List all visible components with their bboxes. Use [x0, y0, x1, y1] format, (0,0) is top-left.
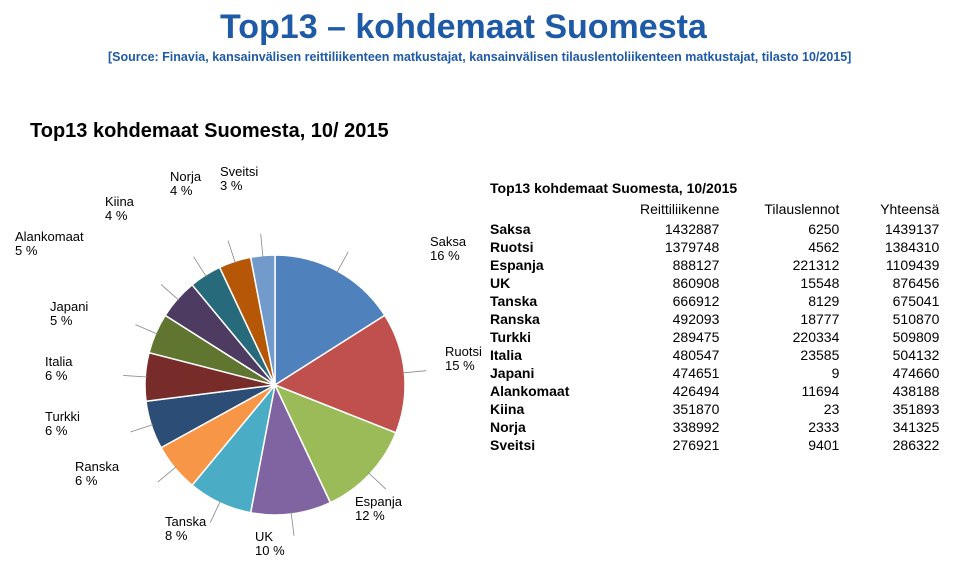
- row-value: 1432887: [599, 220, 719, 238]
- row-value: 666912: [599, 292, 719, 310]
- row-value: 474660: [839, 364, 939, 382]
- row-value: 220334: [719, 328, 839, 346]
- row-label: Alankomaat: [490, 382, 599, 400]
- table-header: Tilauslennot: [719, 200, 839, 220]
- row-value: 1439137: [839, 220, 939, 238]
- table-row: Kiina35187023351893: [490, 400, 939, 418]
- row-value: 1384310: [839, 238, 939, 256]
- table-header: Yhteensä: [839, 200, 939, 220]
- table-row: Turkki289475220334509809: [490, 328, 939, 346]
- pie-label-tanska: Tanska8 %: [165, 515, 206, 544]
- pie-label-sveitsi: Sveitsi3 %: [220, 165, 258, 194]
- chart-title: Top13 kohdemaat Suomesta, 10/ 2015: [30, 120, 389, 143]
- row-label: UK: [490, 274, 599, 292]
- table-title: Top13 kohdemaat Suomesta, 10/2015: [490, 180, 737, 196]
- table-row: Sveitsi2769219401286322: [490, 436, 939, 454]
- pie-label-espanja: Espanja12 %: [355, 495, 402, 524]
- row-value: 9401: [719, 436, 839, 454]
- row-value: 426494: [599, 382, 719, 400]
- row-value: 18777: [719, 310, 839, 328]
- row-label: Japani: [490, 364, 599, 382]
- page-title: Top13 – kohdemaat Suomesta: [220, 8, 707, 47]
- row-value: 341325: [839, 418, 939, 436]
- pie-label-ruotsi: Ruotsi15 %: [445, 345, 482, 374]
- row-value: 351893: [839, 400, 939, 418]
- row-value: 276921: [599, 436, 719, 454]
- pie-label-japani: Japani5 %: [50, 300, 88, 329]
- pie-label-uk: UK10 %: [255, 530, 285, 559]
- row-value: 351870: [599, 400, 719, 418]
- row-value: 492093: [599, 310, 719, 328]
- flower-icon: ✱: [12, 27, 35, 60]
- pie-chart: Saksa16 %Ruotsi15 %Espanja12 %UK10 %Tans…: [145, 255, 405, 515]
- row-value: 474651: [599, 364, 719, 382]
- pie-label-alankomaat: Alankomaat5 %: [15, 230, 84, 259]
- page-subtitle: [Source: Finavia, kansainvälisen reittil…: [108, 50, 851, 64]
- row-label: Norja: [490, 418, 599, 436]
- pie-label-italia: Italia6 %: [45, 355, 72, 384]
- row-label: Kiina: [490, 400, 599, 418]
- row-value: 438188: [839, 382, 939, 400]
- table-row: Italia48054723585504132: [490, 346, 939, 364]
- row-value: 509809: [839, 328, 939, 346]
- row-value: 286322: [839, 436, 939, 454]
- table-row: Norja3389922333341325: [490, 418, 939, 436]
- table-row: Alankomaat42649411694438188: [490, 382, 939, 400]
- row-value: 504132: [839, 346, 939, 364]
- row-value: 23: [719, 400, 839, 418]
- row-value: 888127: [599, 256, 719, 274]
- table-row: Tanska6669128129675041: [490, 292, 939, 310]
- table-row: Ruotsi137974845621384310: [490, 238, 939, 256]
- row-value: 2333: [719, 418, 839, 436]
- table-header: Reittiliikenne: [599, 200, 719, 220]
- pie-label-norja: Norja4 %: [170, 170, 201, 199]
- row-value: 23585: [719, 346, 839, 364]
- table-row: Saksa143288762501439137: [490, 220, 939, 238]
- table-row: Espanja8881272213121109439: [490, 256, 939, 274]
- row-value: 8129: [719, 292, 839, 310]
- row-value: 6250: [719, 220, 839, 238]
- table-row: Japani4746519474660: [490, 364, 939, 382]
- row-value: 289475: [599, 328, 719, 346]
- row-label: Saksa: [490, 220, 599, 238]
- table-row: UK86090815548876456: [490, 274, 939, 292]
- row-label: Italia: [490, 346, 599, 364]
- row-value: 1379748: [599, 238, 719, 256]
- row-label: Ranska: [490, 310, 599, 328]
- pie-label-kiina: Kiina4 %: [105, 195, 134, 224]
- row-label: Espanja: [490, 256, 599, 274]
- row-value: 510870: [839, 310, 939, 328]
- row-value: 675041: [839, 292, 939, 310]
- pie-label-turkki: Turkki6 %: [45, 410, 80, 439]
- row-value: 1109439: [839, 256, 939, 274]
- data-table: ReittiliikenneTilauslennotYhteensä Saksa…: [490, 200, 939, 454]
- row-value: 338992: [599, 418, 719, 436]
- row-value: 221312: [719, 256, 839, 274]
- row-value: 15548: [719, 274, 839, 292]
- row-label: Sveitsi: [490, 436, 599, 454]
- row-value: 480547: [599, 346, 719, 364]
- row-value: 4562: [719, 238, 839, 256]
- row-value: 860908: [599, 274, 719, 292]
- pie-label-ranska: Ranska6 %: [75, 460, 119, 489]
- row-label: Ruotsi: [490, 238, 599, 256]
- row-value: 11694: [719, 382, 839, 400]
- table-row: Ranska49209318777510870: [490, 310, 939, 328]
- row-value: 876456: [839, 274, 939, 292]
- table-header: [490, 200, 599, 220]
- row-label: Turkki: [490, 328, 599, 346]
- row-value: 9: [719, 364, 839, 382]
- row-label: Tanska: [490, 292, 599, 310]
- pie-label-saksa: Saksa16 %: [430, 235, 466, 264]
